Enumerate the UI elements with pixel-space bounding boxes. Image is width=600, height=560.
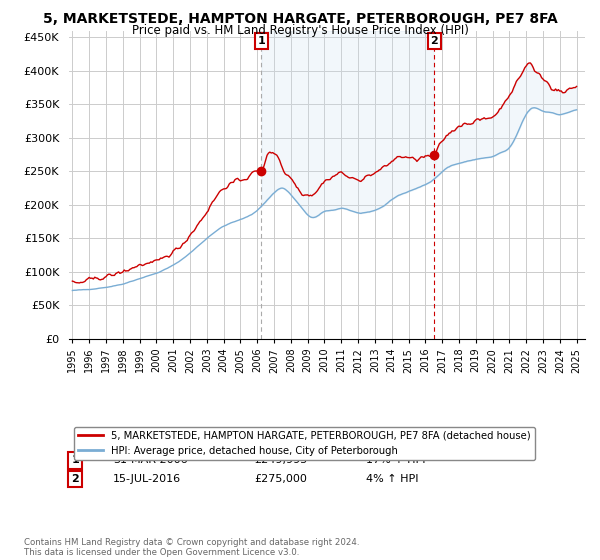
Text: £275,000: £275,000 xyxy=(255,474,308,484)
Text: 1: 1 xyxy=(257,36,265,46)
Text: Contains HM Land Registry data © Crown copyright and database right 2024.
This d: Contains HM Land Registry data © Crown c… xyxy=(24,538,359,557)
Text: 2: 2 xyxy=(431,36,438,46)
Legend: 5, MARKETSTEDE, HAMPTON HARGATE, PETERBOROUGH, PE7 8FA (detached house), HPI: Av: 5, MARKETSTEDE, HAMPTON HARGATE, PETERBO… xyxy=(74,427,535,460)
Text: £249,995: £249,995 xyxy=(255,455,308,465)
Text: 31-MAR-2006: 31-MAR-2006 xyxy=(113,455,187,465)
Text: 1: 1 xyxy=(71,455,79,465)
Text: 4% ↑ HPI: 4% ↑ HPI xyxy=(366,474,418,484)
Text: 2: 2 xyxy=(71,474,79,484)
Text: Price paid vs. HM Land Registry's House Price Index (HPI): Price paid vs. HM Land Registry's House … xyxy=(131,24,469,36)
Text: 15-JUL-2016: 15-JUL-2016 xyxy=(113,474,181,484)
Text: 17% ↑ HPI: 17% ↑ HPI xyxy=(366,455,425,465)
Text: 5, MARKETSTEDE, HAMPTON HARGATE, PETERBOROUGH, PE7 8FA: 5, MARKETSTEDE, HAMPTON HARGATE, PETERBO… xyxy=(43,12,557,26)
